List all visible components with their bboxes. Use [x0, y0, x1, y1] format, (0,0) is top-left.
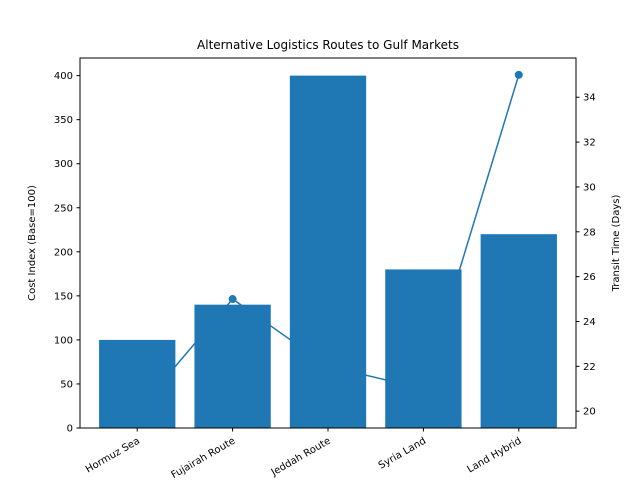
y-tick-label: 0 — [67, 424, 73, 435]
bar-5 — [480, 234, 557, 428]
y2-tick-label: 20 — [583, 407, 596, 418]
y2-tick-label: 34 — [583, 93, 596, 104]
y-tick-label: 400 — [54, 71, 73, 82]
transit-point-5 — [514, 70, 523, 79]
y-tick-label: 300 — [54, 159, 73, 170]
transit-point-1 — [133, 407, 142, 416]
chart-title: Alternative Logistics Routes to Gulf Mar… — [197, 38, 459, 52]
y-axis-label: Cost Index (Base=100) — [27, 185, 38, 301]
y-tick-label: 350 — [54, 115, 73, 126]
bars-layer — [99, 75, 557, 428]
y-tick-label: 100 — [54, 335, 73, 346]
y2-tick-label: 32 — [583, 138, 596, 149]
y-tick-label: 200 — [54, 247, 73, 258]
line-layer — [133, 70, 523, 416]
y-tick-label: 50 — [60, 379, 73, 390]
y2-tick-label: 24 — [583, 317, 596, 328]
bar-4 — [385, 269, 462, 428]
y2-axis-label: Transit Time (Days) — [611, 195, 622, 293]
bar-2 — [194, 304, 271, 428]
y2-tick-label: 26 — [583, 272, 596, 283]
transit-point-2 — [228, 295, 237, 304]
bar-3 — [289, 75, 367, 428]
y-tick-label: 250 — [54, 203, 73, 214]
y2-tick-label: 22 — [583, 362, 596, 373]
transit-point-3 — [324, 362, 332, 371]
y-tick-label: 150 — [54, 291, 73, 302]
y2-tick-label: 30 — [583, 182, 596, 193]
transit-point-4 — [419, 384, 428, 393]
y2-tick-label: 28 — [583, 227, 596, 238]
y-axis-right: 20 22 24 26 28 30 32 34 — [576, 93, 596, 418]
y-axis-left: 0 50 100 150 200 250 300 350 400 — [54, 71, 80, 435]
